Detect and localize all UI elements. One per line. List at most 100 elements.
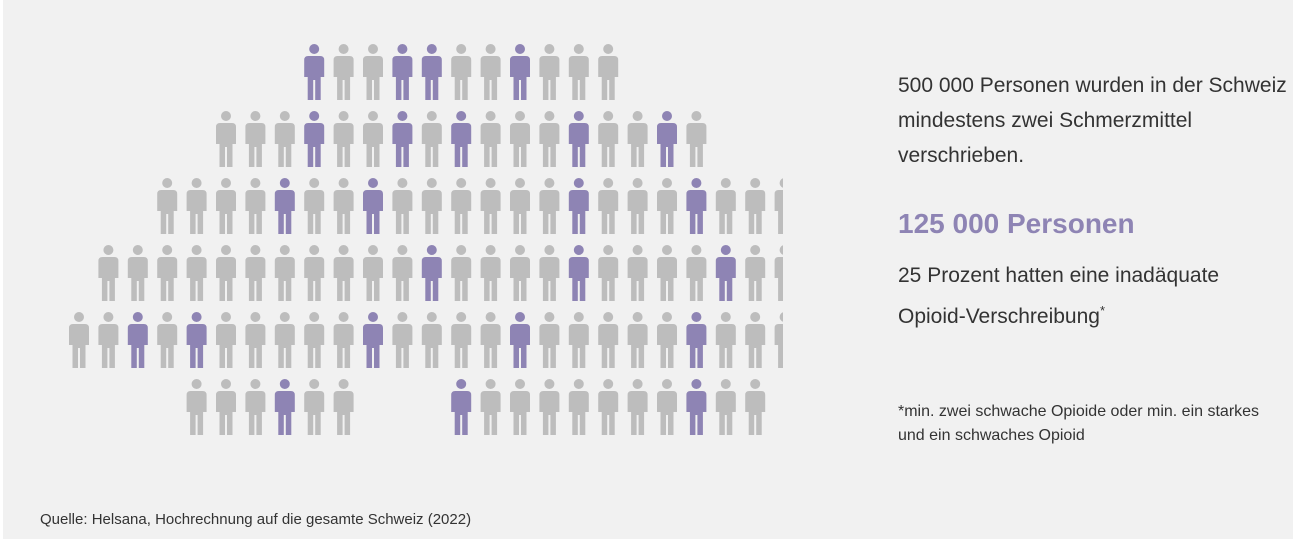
person-icon (304, 44, 325, 100)
person-icon (127, 245, 148, 301)
person-icon (363, 178, 383, 234)
person-icon (451, 245, 472, 301)
person-icon (715, 312, 736, 368)
person-icon (480, 245, 501, 301)
person-icon (127, 312, 148, 368)
person-icon (510, 245, 530, 301)
person-icon (510, 178, 530, 234)
person-icon (686, 111, 707, 167)
person-icon (304, 178, 325, 234)
person-icon (421, 312, 442, 368)
infographic-panel: 500 000 Personen wurden in der Schweiz m… (3, 0, 1293, 539)
person-icon (686, 178, 707, 234)
detail-text: 25 Prozent hatten eine inadäquate Opioid… (898, 264, 1220, 328)
person-icon (451, 312, 472, 368)
person-icon (510, 44, 530, 100)
person-icon (333, 111, 354, 167)
person-icon (480, 111, 501, 167)
person-icon (186, 312, 207, 368)
person-icon (186, 379, 207, 435)
person-icon (363, 44, 383, 100)
person-icon (274, 245, 295, 301)
person-icon (568, 178, 589, 234)
person-icon (304, 379, 325, 435)
person-icon (745, 178, 766, 234)
person-icon (98, 245, 119, 301)
person-icon (363, 312, 383, 368)
person-icon (245, 178, 266, 234)
person-icon (539, 44, 560, 100)
person-icon (539, 379, 560, 435)
total-statement: 500 000 Personen wurden in der Schweiz m… (898, 74, 1287, 167)
person-icon (333, 379, 354, 435)
person-icon (568, 312, 589, 368)
person-icon (333, 44, 354, 100)
person-icon (598, 245, 619, 301)
person-icon (245, 312, 266, 368)
person-icon (686, 312, 707, 368)
person-icon (216, 245, 236, 301)
person-pictogram (69, 44, 783, 435)
person-icon (568, 111, 589, 167)
person-icon (216, 111, 236, 167)
person-icon (598, 111, 619, 167)
person-icon (745, 245, 766, 301)
person-icon (186, 245, 207, 301)
person-icon (274, 379, 295, 435)
person-icon (568, 245, 589, 301)
person-icon (245, 111, 266, 167)
person-icon (657, 379, 677, 435)
person-icon (333, 245, 354, 301)
person-icon (539, 178, 560, 234)
person-icon (98, 312, 119, 368)
person-icon (451, 44, 472, 100)
person-icon (421, 44, 442, 100)
person-icon (686, 245, 707, 301)
person-icon (568, 379, 589, 435)
person-icon (598, 44, 619, 100)
person-icon (216, 178, 236, 234)
person-icon (392, 245, 413, 301)
person-icon (480, 44, 501, 100)
person-icon (304, 312, 325, 368)
person-icon (304, 111, 325, 167)
source-note: Quelle: Helsana, Hochrechnung auf die ge… (40, 511, 472, 528)
person-icon (69, 312, 89, 368)
person-icon (715, 245, 736, 301)
person-icon (333, 178, 354, 234)
person-icon (157, 312, 178, 368)
person-icon (480, 178, 501, 234)
person-icon (392, 312, 413, 368)
person-icon (480, 312, 501, 368)
person-icon (274, 312, 295, 368)
person-icon (421, 245, 442, 301)
person-icon (774, 245, 783, 301)
person-icon (598, 312, 619, 368)
person-icon (627, 178, 648, 234)
person-icon (157, 245, 178, 301)
person-icon (627, 312, 648, 368)
highlight-count: 125 000 Personen (898, 208, 1135, 239)
person-icon (745, 312, 766, 368)
person-icon (157, 178, 178, 234)
person-icon (657, 178, 677, 234)
person-icon (539, 111, 560, 167)
footnote-marker: * (1099, 303, 1106, 318)
person-icon (421, 178, 442, 234)
person-icon (657, 312, 677, 368)
person-icon (715, 379, 736, 435)
footnote: *min. zwei schwache Opioide oder min. ei… (898, 403, 1260, 444)
person-icon (216, 379, 236, 435)
person-icon (774, 312, 783, 368)
person-icon (657, 111, 677, 167)
person-icon (392, 178, 413, 234)
person-icon (627, 379, 648, 435)
person-icon (568, 44, 589, 100)
person-icon (363, 111, 383, 167)
person-icon (186, 178, 207, 234)
person-icon (745, 379, 766, 435)
person-icon (451, 178, 472, 234)
person-icon (421, 111, 442, 167)
person-icon (627, 111, 648, 167)
person-icon (245, 379, 266, 435)
